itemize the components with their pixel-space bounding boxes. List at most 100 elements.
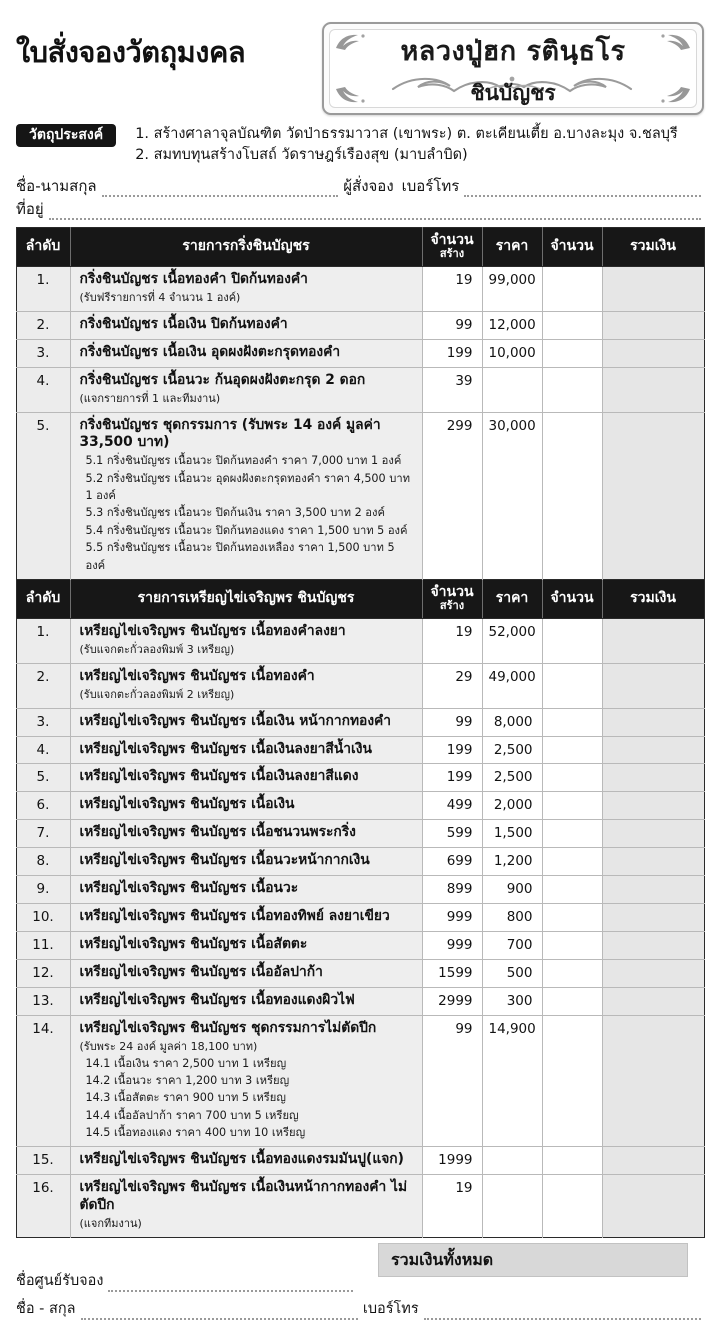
col-sum: รวมเงิน xyxy=(602,227,704,267)
item-title: กริ่งชินบัญชร ชุดกรรมการ (รับพระ 14 องค์… xyxy=(79,416,381,451)
address-input[interactable] xyxy=(48,207,701,220)
item-title: เหรียญไข่เจริญพร ชินบัญชร เนื้อเงิน xyxy=(79,796,295,813)
row-sum-input[interactable] xyxy=(602,987,704,1016)
row-item-description: เหรียญไข่เจริญพร ชินบัญชร เนื้อทองแดงผิว… xyxy=(70,987,423,1016)
row-qty-input[interactable] xyxy=(542,903,603,932)
row-sequence: 15. xyxy=(16,1146,71,1176)
item-title: กริ่งชินบัญชร เนื้อเงิน ปิดก้นทองคำ xyxy=(79,315,288,332)
item-title: เหรียญไข่เจริญพร ชินบัญชร เนื้อเงินหน้าก… xyxy=(79,1179,408,1214)
col-seq: ลำดับ xyxy=(16,227,71,267)
row-item-description: เหรียญไข่เจริญพร ชินบัญชร เนื้อทองคำลงยา… xyxy=(70,618,423,664)
row-sum-input[interactable] xyxy=(602,791,704,821)
row-qty-input[interactable] xyxy=(542,736,603,765)
table-row: 4. กริ่งชินบัญชร เนื้อนวะ ก้นอุดผงฝังตะกร… xyxy=(16,367,704,413)
row-sum-input[interactable] xyxy=(602,339,704,368)
row-made-count: 499 xyxy=(422,791,483,821)
row-item-description: เหรียญไข่เจริญพร ชินบัญชร เนื้ออัลปาก้า xyxy=(70,959,423,988)
row-sum-input[interactable] xyxy=(602,847,704,877)
row-qty-input[interactable] xyxy=(542,847,603,877)
row-qty-input[interactable] xyxy=(542,791,603,821)
row-sum-input[interactable] xyxy=(602,875,704,905)
row-qty-input[interactable] xyxy=(542,266,603,312)
item-sub-line: 5.3 กริ่งชินบัญชร เนื้อนวะ ปิดก้นเงิน รา… xyxy=(85,506,385,520)
row-sum-input[interactable] xyxy=(602,931,704,960)
row-sequence: 10. xyxy=(16,903,71,932)
row-qty-input[interactable] xyxy=(542,339,603,368)
row-qty-input[interactable] xyxy=(542,931,603,960)
row-sum-input[interactable] xyxy=(602,736,704,765)
phone-field-label: เบอร์โทร xyxy=(401,177,460,195)
row-qty-input[interactable] xyxy=(542,1174,603,1238)
row-sequence: 5. xyxy=(16,763,71,793)
logo-amulet-name: ชินบัญชร xyxy=(470,81,556,105)
row-sum-input[interactable] xyxy=(602,412,704,580)
item-note: (รับแจกตะกั่วลองพิมพ์ 2 เหรียญ) xyxy=(79,687,235,701)
row-sequence: 7. xyxy=(16,819,71,849)
row-qty-input[interactable] xyxy=(542,763,603,793)
center-name-input[interactable] xyxy=(108,1279,354,1293)
row-sequence: 1. xyxy=(16,618,71,664)
table-row: 15. เหรียญไข่เจริญพร ชินบัญชร เนื้อทองแดง… xyxy=(16,1146,704,1176)
item-title: เหรียญไข่เจริญพร ชินบัญชร เนื้อชนวนพระกร… xyxy=(79,824,356,841)
agent-name-input[interactable] xyxy=(80,1307,358,1321)
row-made-count: 19 xyxy=(422,266,483,312)
row-sum-input[interactable] xyxy=(602,708,704,737)
row-made-count: 29 xyxy=(422,663,483,709)
row-sum-input[interactable] xyxy=(602,959,704,988)
agent-phone-input[interactable] xyxy=(423,1307,701,1321)
row-sum-input[interactable] xyxy=(602,618,704,664)
row-item-description: กริ่งชินบัญชร เนื้อนวะ ก้นอุดผงฝังตะกรุด… xyxy=(70,367,423,413)
item-note: (รับพระ 24 องค์ มูลค่า 18,100 บาท) xyxy=(79,1039,258,1053)
row-qty-input[interactable] xyxy=(542,412,603,580)
corner-ornament-icon xyxy=(661,34,690,50)
row-qty-input[interactable] xyxy=(542,618,603,664)
row-made-count: 99 xyxy=(422,311,483,340)
row-item-description: เหรียญไข่เจริญพร ชินบัญชร เนื้อเงิน หน้า… xyxy=(70,708,423,737)
row-qty-input[interactable] xyxy=(542,819,603,849)
address-field-row: ที่อยู่ xyxy=(16,197,706,220)
table-row: 5. กริ่งชินบัญชร ชุดกรรมการ (รับพระ 14 อง… xyxy=(16,412,704,580)
row-price: 700 xyxy=(482,931,543,960)
table-row: 4. เหรียญไข่เจริญพร ชินบัญชร เนื้อเงินลงย… xyxy=(16,736,704,765)
row-qty-input[interactable] xyxy=(542,708,603,737)
row-sum-input[interactable] xyxy=(602,1174,704,1238)
table-row: 1. กริ่งชินบัญชร เนื้อทองคำ ปิดก้นทองคำ (ร… xyxy=(16,266,704,312)
table-row: 3. กริ่งชินบัญชร เนื้อเงิน อุดผงฝังตะกรุด… xyxy=(16,339,704,368)
row-sum-input[interactable] xyxy=(602,1015,704,1148)
row-qty-input[interactable] xyxy=(542,1015,603,1148)
row-price: 14,900 xyxy=(482,1015,543,1148)
row-sum-input[interactable] xyxy=(602,266,704,312)
row-sum-input[interactable] xyxy=(602,367,704,413)
row-qty-input[interactable] xyxy=(542,959,603,988)
row-sum-input[interactable] xyxy=(602,819,704,849)
table-row: 7. เหรียญไข่เจริญพร ชินบัญชร เนื้อชนวนพระ… xyxy=(16,819,704,849)
item-title: เหรียญไข่เจริญพร ชินบัญชร เนื้อนวะ xyxy=(79,880,299,897)
objectives-section: วัตถุประสงค์ 1. สร้างศาลาจุลบัณฑิต วัดป่… xyxy=(16,124,706,168)
name-input[interactable] xyxy=(101,184,339,197)
row-price: 2,500 xyxy=(482,763,543,793)
row-qty-input[interactable] xyxy=(542,1146,603,1176)
row-sequence: 16. xyxy=(16,1174,71,1238)
row-sum-input[interactable] xyxy=(602,663,704,709)
item-sub-line: 14.1 เนื้อเงิน ราคา 2,500 บาท 1 เหรียญ xyxy=(85,1056,287,1070)
row-price: 800 xyxy=(482,903,543,932)
row-qty-input[interactable] xyxy=(542,367,603,413)
row-qty-input[interactable] xyxy=(542,875,603,905)
row-qty-input[interactable] xyxy=(542,663,603,709)
table-row: 12. เหรียญไข่เจริญพร ชินบัญชร เนื้ออัลปาก… xyxy=(16,959,704,988)
table-row: 13. เหรียญไข่เจริญพร ชินบัญชร เนื้อทองแดง… xyxy=(16,987,704,1016)
table-row: 14. เหรียญไข่เจริญพร ชินบัญชร ชุดกรรมการไ… xyxy=(16,1015,704,1148)
item-title: เหรียญไข่เจริญพร ชินบัญชร เนื้อเงินลงยาส… xyxy=(79,768,359,785)
table-row: 9. เหรียญไข่เจริญพร ชินบัญชร เนื้อนวะ 899 9… xyxy=(16,875,704,905)
row-qty-input[interactable] xyxy=(542,311,603,340)
row-qty-input[interactable] xyxy=(542,987,603,1016)
row-sequence: 13. xyxy=(16,987,71,1016)
row-sum-input[interactable] xyxy=(602,763,704,793)
row-price: 30,000 xyxy=(482,412,543,580)
row-price: 49,000 xyxy=(482,663,543,709)
row-sum-input[interactable] xyxy=(602,311,704,340)
objectives-list: 1. สร้างศาลาจุลบัณฑิต วัดป่าธรรมาวาส (เข… xyxy=(135,124,678,166)
row-sum-input[interactable] xyxy=(602,903,704,932)
phone-input[interactable] xyxy=(464,184,701,197)
row-sum-input[interactable] xyxy=(602,1146,704,1176)
